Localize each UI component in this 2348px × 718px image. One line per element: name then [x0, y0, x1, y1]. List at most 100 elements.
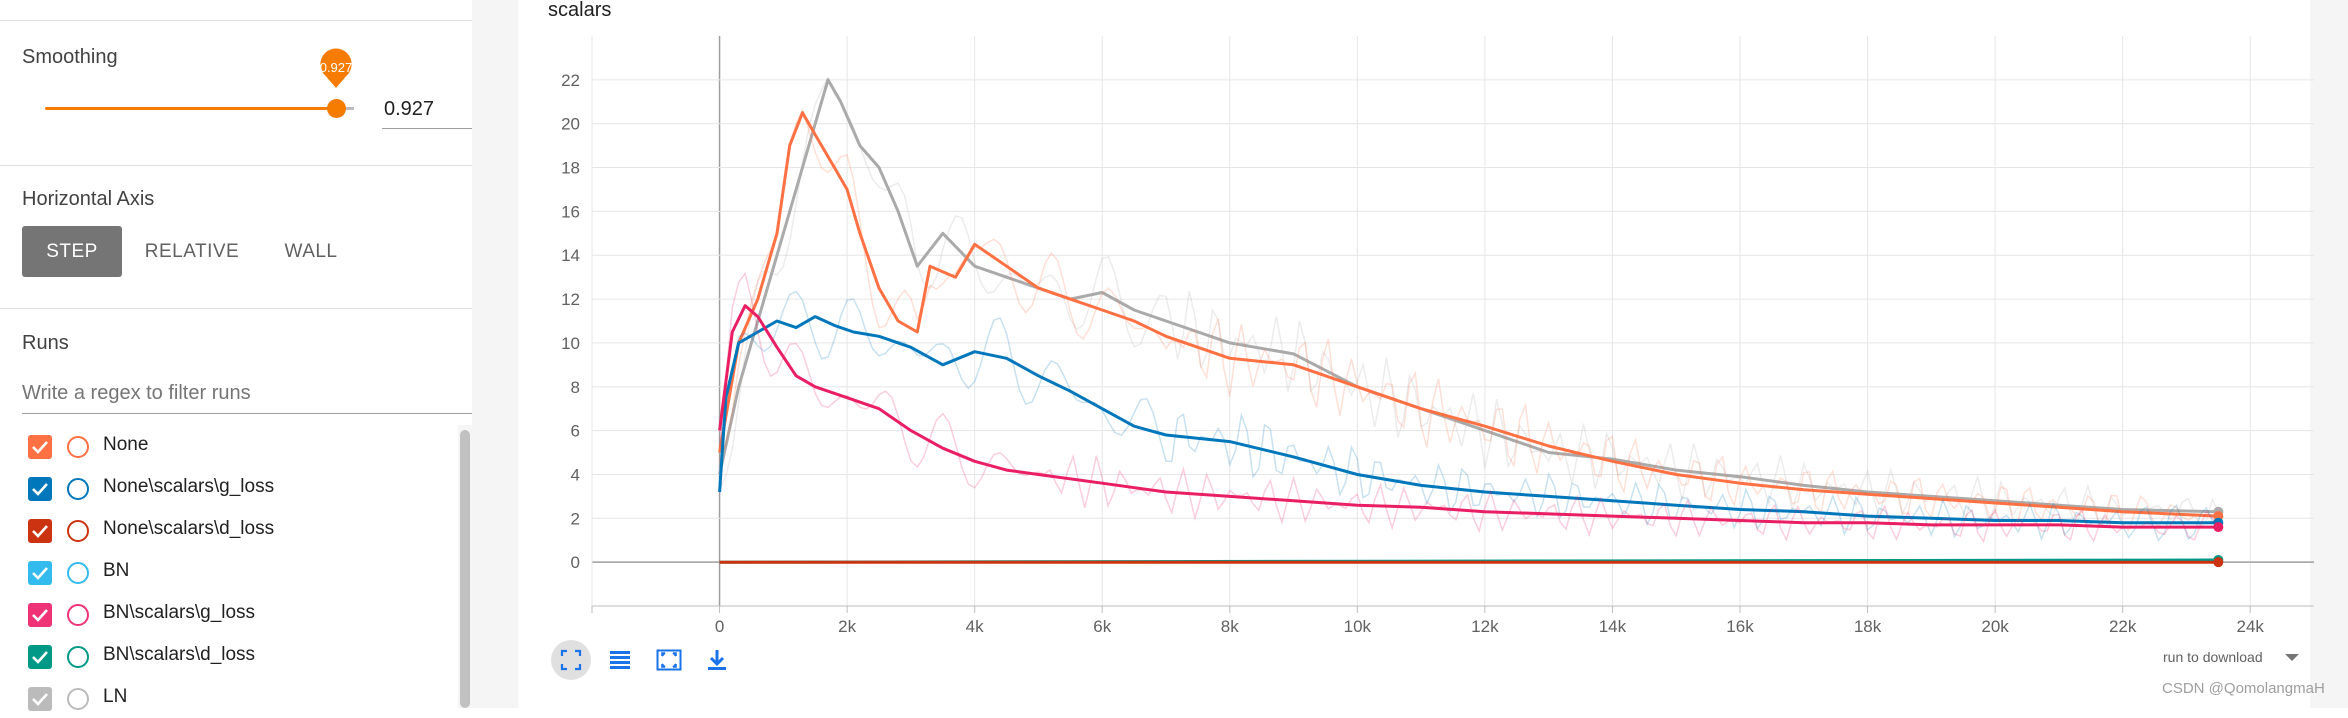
horizontal-axis-title: Horizontal Axis — [22, 188, 155, 210]
y-tick-label: 20 — [561, 115, 580, 134]
smoothing-slider-track[interactable] — [45, 107, 338, 110]
slider-value-pin — [320, 48, 352, 88]
checkmark-icon — [32, 693, 48, 706]
series-smoothed-line — [718, 304, 2219, 529]
run-label: BN — [103, 560, 130, 581]
run-filter-input[interactable] — [22, 374, 472, 414]
run-item[interactable]: None\scalars\g_loss — [0, 466, 460, 508]
y-tick-label: 12 — [561, 290, 580, 309]
run-color-circle-icon[interactable] — [67, 520, 89, 542]
runs-title: Runs — [22, 332, 69, 354]
expand-button[interactable] — [648, 640, 688, 680]
smoothing-value-input[interactable] — [382, 91, 472, 129]
smoothing-slider-thumb[interactable] — [327, 99, 346, 118]
axis-relative-button[interactable]: RELATIVE — [134, 226, 250, 277]
x-tick-label: 20k — [1981, 617, 2009, 636]
run-color-circle-icon[interactable] — [67, 436, 89, 458]
series-smoothed-line — [718, 111, 2219, 518]
series-end-point — [2213, 522, 2224, 533]
card-title: scalars — [548, 0, 612, 21]
checkmark-icon — [32, 525, 48, 538]
y-tick-label: 10 — [561, 334, 580, 353]
run-checkbox[interactable] — [28, 519, 52, 543]
y-tick-label: 2 — [571, 509, 580, 528]
series-raw-line — [718, 107, 2219, 532]
expand-icon — [656, 649, 682, 671]
x-tick-label: 18k — [1854, 617, 1882, 636]
x-tick-label: 24k — [2237, 617, 2265, 636]
run-list-scrollbar-thumb[interactable] — [460, 430, 470, 708]
y-tick-label: 4 — [571, 465, 580, 484]
run-label: None — [103, 434, 149, 455]
run-label: None\scalars\d_loss — [103, 518, 275, 539]
run-label: BN\scalars\g_loss — [103, 602, 256, 623]
slider-value-label: 0.927 — [319, 60, 353, 75]
series-end-point — [2213, 557, 2224, 568]
run-item[interactable]: BN — [0, 550, 460, 592]
y-tick-label: 22 — [561, 71, 580, 90]
y-tick-label: 0 — [571, 553, 580, 572]
run-item[interactable]: None\scalars\d_loss — [0, 508, 460, 550]
x-tick-label: 4k — [966, 617, 984, 636]
x-tick-label: 8k — [1221, 617, 1239, 636]
run-item[interactable]: None — [0, 424, 460, 466]
download-icon — [708, 650, 726, 670]
x-tick-label: 12k — [1471, 617, 1499, 636]
toggle-log-button[interactable] — [600, 640, 640, 680]
x-tick-label: 2k — [838, 617, 856, 636]
y-tick-label: 16 — [561, 202, 580, 221]
fit-domain-button[interactable] — [551, 640, 591, 680]
series-smoothed-line — [718, 315, 2219, 525]
run-label: LN — [103, 686, 128, 707]
fit-domain-icon — [560, 649, 582, 671]
series-smoothed-line — [718, 78, 2219, 514]
checkmark-icon — [32, 567, 48, 580]
sidebar-divider-top — [0, 20, 472, 21]
checkmark-icon — [32, 441, 48, 454]
series-raw-line — [718, 75, 2219, 530]
checkmark-icon — [32, 483, 48, 496]
run-to-download-select[interactable]: run to download — [2163, 649, 2263, 665]
run-checkbox[interactable] — [28, 687, 52, 711]
x-tick-label: 0 — [715, 617, 724, 636]
axis-divider — [0, 308, 472, 309]
run-item[interactable]: BN\scalars\g_loss — [0, 592, 460, 634]
x-tick-label: 16k — [1726, 617, 1754, 636]
run-checkbox[interactable] — [28, 477, 52, 501]
run-color-circle-icon[interactable] — [67, 604, 89, 626]
y-tick-label: 8 — [571, 378, 580, 397]
watermark-text: CSDN @QomolangmaH — [2162, 680, 2325, 697]
series-raw-line — [718, 271, 2219, 544]
smoothing-title: Smoothing — [22, 46, 118, 68]
smoothing-slider-track-rest[interactable] — [338, 107, 354, 110]
y-tick-label: 18 — [561, 159, 580, 178]
run-checkbox[interactable] — [28, 645, 52, 669]
x-tick-label: 6k — [1093, 617, 1111, 636]
y-tick-label: 6 — [571, 422, 580, 441]
download-button[interactable] — [697, 640, 737, 680]
checkmark-icon — [32, 651, 48, 664]
run-color-circle-icon[interactable] — [67, 478, 89, 500]
run-checkbox[interactable] — [28, 561, 52, 585]
chevron-down-icon[interactable] — [2285, 654, 2299, 661]
run-checkbox[interactable] — [28, 603, 52, 627]
run-label: BN\scalars\d_loss — [103, 644, 256, 665]
axis-step-button[interactable]: STEP — [22, 226, 122, 277]
y-tick-label: 14 — [561, 246, 580, 265]
checkmark-icon — [32, 609, 48, 622]
run-label: None\scalars\g_loss — [103, 476, 275, 497]
x-tick-label: 22k — [2109, 617, 2137, 636]
x-tick-label: 10k — [1344, 617, 1372, 636]
smoothing-divider — [0, 165, 472, 166]
run-color-circle-icon[interactable] — [67, 562, 89, 584]
toggle-log-icon — [610, 651, 630, 669]
sidebar: Smoothing 0.927 Horizontal Axis STEP REL… — [0, 0, 472, 711]
run-item[interactable]: LN — [0, 676, 460, 718]
x-tick-label: 14k — [1599, 617, 1627, 636]
axis-wall-button[interactable]: WALL — [262, 226, 360, 277]
run-color-circle-icon[interactable] — [67, 646, 89, 668]
series-raw-line — [718, 290, 2219, 542]
run-item[interactable]: BN\scalars\d_loss — [0, 634, 460, 676]
run-checkbox[interactable] — [28, 435, 52, 459]
